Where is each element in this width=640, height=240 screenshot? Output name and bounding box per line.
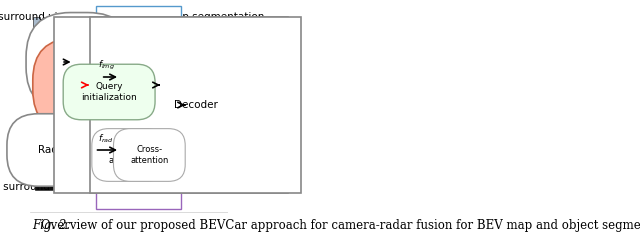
Text: Cross-
attention: Cross- attention xyxy=(130,145,168,165)
FancyBboxPatch shape xyxy=(117,21,160,124)
Bar xyxy=(44,42,51,60)
Bar xyxy=(33,17,40,35)
Bar xyxy=(44,17,51,35)
Bar xyxy=(30,10,228,210)
Bar xyxy=(207,30,225,85)
Text: Full surround-view radar: Full surround-view radar xyxy=(0,182,109,192)
Text: Fusion: Fusion xyxy=(118,177,159,187)
Text: Map segmentation: Map segmentation xyxy=(167,12,264,22)
Text: $f_{rad}$: $f_{rad}$ xyxy=(98,132,114,145)
Text: Query
initialization: Query initialization xyxy=(81,82,137,102)
Text: Object segmentation: Object segmentation xyxy=(161,182,271,192)
Text: Decoder: Decoder xyxy=(174,100,218,110)
Text: Lifting: Lifting xyxy=(118,28,159,38)
Bar xyxy=(207,135,225,190)
Bar xyxy=(35,150,54,190)
Text: Fig. 2.: Fig. 2. xyxy=(32,220,70,233)
Text: ViT: ViT xyxy=(70,57,88,67)
Text: BEV encoder: BEV encoder xyxy=(138,100,204,110)
Bar xyxy=(33,42,40,60)
Text: Self-
attention: Self- attention xyxy=(109,145,147,165)
Text: Full surround-view camera: Full surround-view camera xyxy=(0,12,115,22)
Text: $f_{img}$: $f_{img}$ xyxy=(98,59,115,72)
FancyBboxPatch shape xyxy=(117,116,160,199)
Text: Radar encoding: Radar encoding xyxy=(38,145,120,155)
Text: Adapter: Adapter xyxy=(74,80,116,90)
Text: Overview of our proposed BEVCar approach for camera-radar fusion for BEV map and: Overview of our proposed BEVCar approach… xyxy=(42,220,640,233)
